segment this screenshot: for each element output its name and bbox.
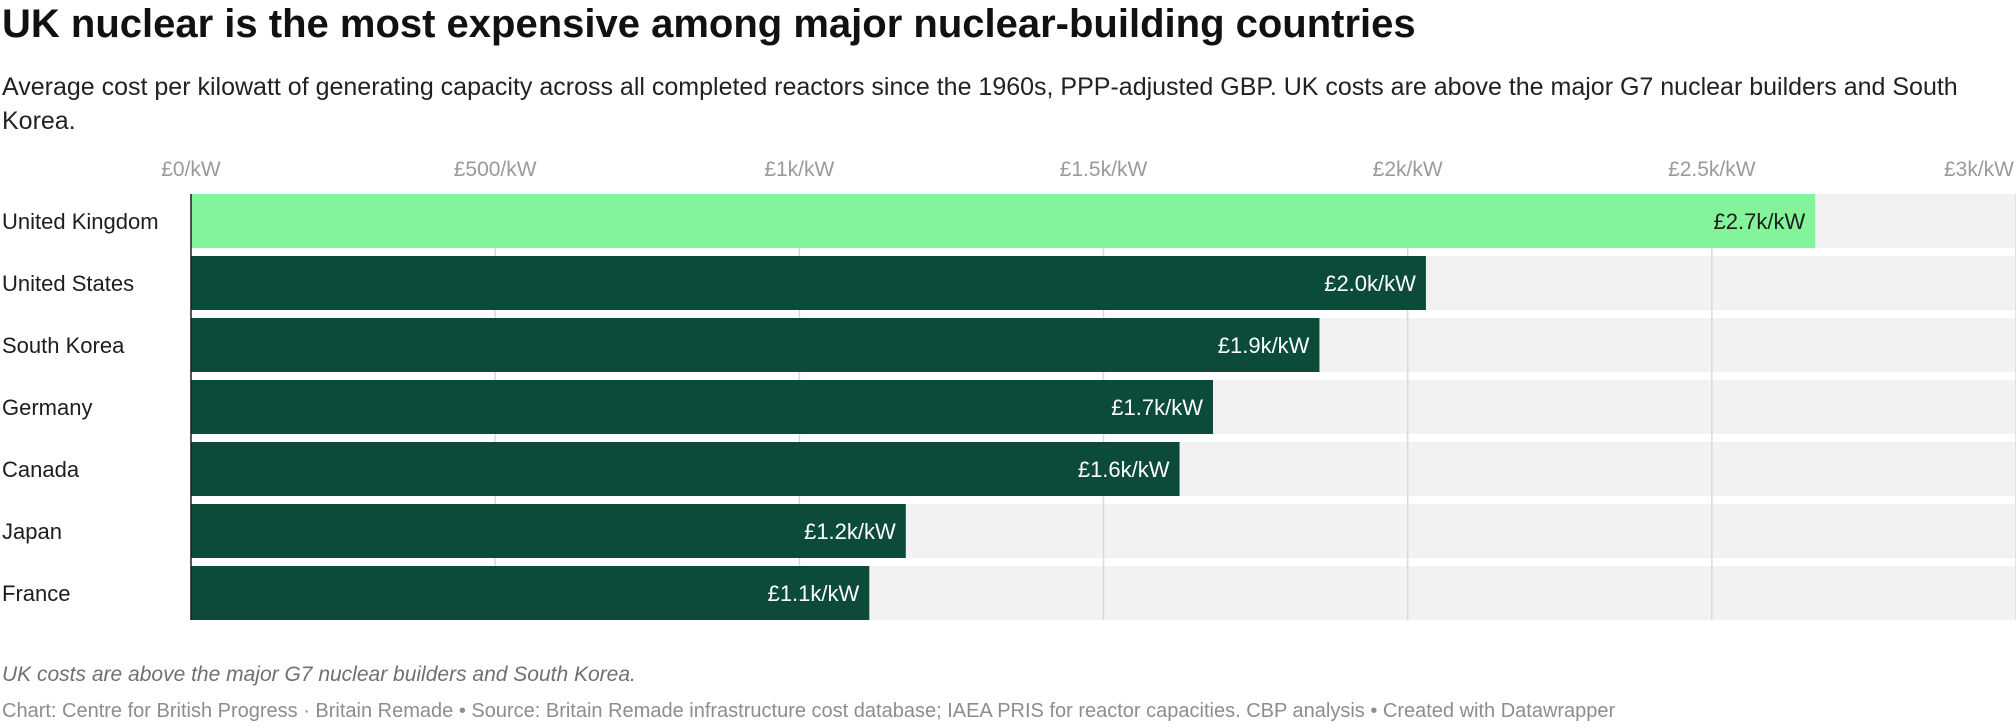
value-label: £2.7k/kW — [1714, 209, 1806, 234]
x-tick-label: £1.5k/kW — [1060, 158, 1148, 181]
value-label: £1.6k/kW — [1078, 457, 1170, 482]
bar-canada — [191, 442, 1180, 496]
category-label: South Korea — [2, 333, 125, 358]
x-tick-label: £2.5k/kW — [1668, 158, 1756, 181]
chart-credit: Chart: Centre for British Progress · Bri… — [2, 700, 1616, 722]
category-label: United States — [2, 271, 134, 296]
bar-united-kingdom — [191, 194, 1816, 248]
value-label: £1.9k/kW — [1218, 333, 1310, 358]
category-label: France — [2, 581, 70, 606]
bar-chart: £0/kW £500/kW £1k/kW £1.5k/kW £2k/kW £2.5k/kW… — [2, 158, 2016, 620]
category-label: United Kingdom — [2, 209, 159, 234]
value-label: £1.1k/kW — [768, 581, 860, 606]
value-label: £1.7k/kW — [1111, 395, 1203, 420]
category-label: Canada — [2, 457, 80, 482]
chart-subtitle: Average cost per kilowatt of generating … — [2, 73, 1958, 135]
x-tick-label: £2k/kW — [1373, 158, 1443, 181]
bar-germany — [191, 380, 1213, 434]
x-tick-label: £1k/kW — [764, 158, 834, 181]
category-label: Germany — [2, 395, 92, 420]
bar-south-korea — [191, 318, 1320, 372]
category-label: Japan — [2, 519, 62, 544]
value-label: £2.0k/kW — [1324, 271, 1416, 296]
chart-note: UK costs are above the major G7 nuclear … — [2, 663, 636, 686]
x-tick-label: £0/kW — [161, 158, 221, 181]
bar-france — [191, 566, 870, 620]
bar-united-states — [191, 256, 1426, 310]
x-tick-label: £3k/kW — [1944, 158, 2014, 181]
bar-japan — [191, 504, 906, 558]
chart-title: UK nuclear is the most expensive among m… — [2, 2, 1416, 46]
x-tick-label: £500/kW — [454, 158, 537, 181]
value-label: £1.2k/kW — [804, 519, 896, 544]
